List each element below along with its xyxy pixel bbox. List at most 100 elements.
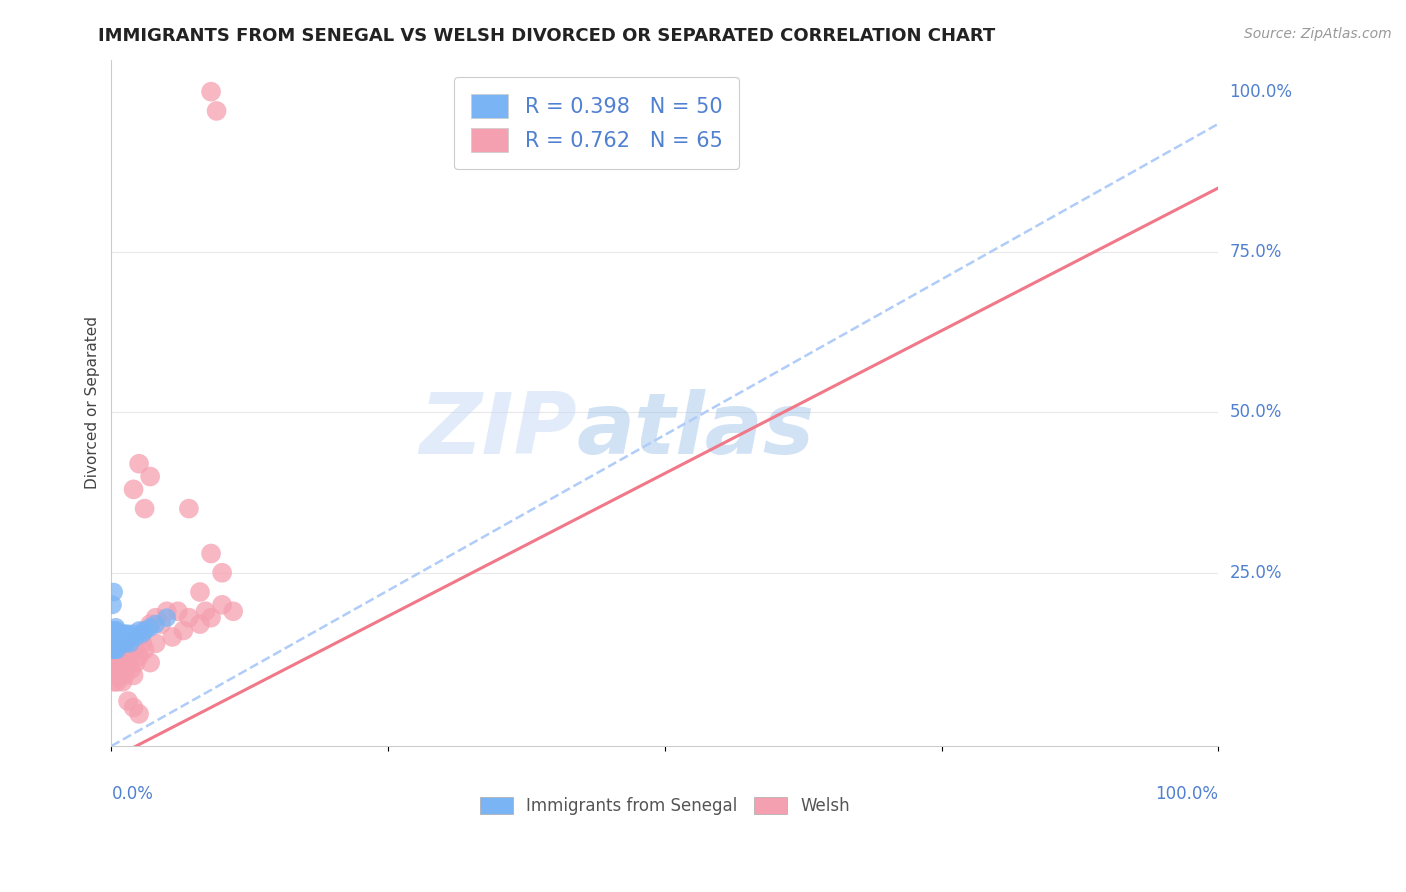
Point [107,626,129,640]
Point [110,636,132,650]
Point [107,668,129,682]
Point [131,636,153,650]
Text: 0.0%: 0.0% [111,785,153,803]
Point [128,630,150,644]
Point [103,649,125,664]
Text: atlas: atlas [576,389,814,472]
Point [104,620,127,634]
Point [108,649,131,664]
Point [117,633,139,648]
Point [103,585,125,599]
Point [122,668,145,682]
Point [117,642,139,657]
Point [111,633,134,648]
Point [120,649,142,664]
Point [200,610,222,624]
Point [120,630,142,644]
Point [134,624,156,638]
Point [122,700,145,714]
Point [104,624,127,638]
Point [172,624,194,638]
Point [125,656,148,670]
Point [128,457,150,471]
Point [200,547,222,561]
Point [145,636,167,650]
Point [103,624,125,638]
Point [114,633,136,648]
Point [110,656,132,670]
Point [108,630,131,644]
Point [108,636,131,650]
Point [128,649,150,664]
Text: IMMIGRANTS FROM SENEGAL VS WELSH DIVORCED OR SEPARATED CORRELATION CHART: IMMIGRANTS FROM SENEGAL VS WELSH DIVORCE… [98,27,995,45]
Text: Source: ZipAtlas.com: Source: ZipAtlas.com [1244,27,1392,41]
Point [156,610,179,624]
Point [114,656,136,670]
Point [177,610,200,624]
Point [104,633,127,648]
Point [166,604,188,618]
Point [134,501,156,516]
Point [139,617,162,632]
Point [110,642,132,657]
Point [145,610,167,624]
Point [156,604,179,618]
Point [114,636,136,650]
Point [112,630,135,644]
Point [117,656,139,670]
Point [145,617,167,632]
Point [104,626,127,640]
Point [122,626,145,640]
Point [112,642,135,657]
Point [103,642,125,657]
Point [111,674,134,689]
Point [105,624,128,638]
Point [134,624,156,638]
Point [162,630,184,644]
Point [103,674,125,689]
Point [205,103,228,118]
Point [120,636,142,650]
Point [107,633,129,648]
Point [117,626,139,640]
Point [105,636,128,650]
Point [107,656,129,670]
Point [101,630,124,644]
Point [125,630,148,644]
Point [117,694,139,708]
Point [104,630,127,644]
Point [139,620,162,634]
Legend: Immigrants from Senegal, Welsh: Immigrants from Senegal, Welsh [471,789,859,823]
Point [177,501,200,516]
Point [114,630,136,644]
Point [122,636,145,650]
Point [139,469,162,483]
Point [114,649,136,664]
Text: 75.0%: 75.0% [1230,243,1282,261]
Point [105,642,128,657]
Point [101,624,124,638]
Point [114,668,136,682]
Point [110,662,132,676]
Point [101,598,124,612]
Point [105,649,128,664]
Point [101,636,124,650]
Point [104,668,127,682]
Text: 50.0%: 50.0% [1230,403,1282,421]
Point [104,642,127,657]
Point [211,566,233,580]
Point [114,662,136,676]
Point [222,604,245,618]
Point [112,636,135,650]
Point [105,674,128,689]
Point [105,630,128,644]
Point [104,636,127,650]
Point [104,662,127,676]
Text: 100.0%: 100.0% [1156,785,1219,803]
Point [114,626,136,640]
Point [111,649,134,664]
Point [104,642,127,657]
Point [103,636,125,650]
Point [101,662,124,676]
Point [101,642,124,657]
